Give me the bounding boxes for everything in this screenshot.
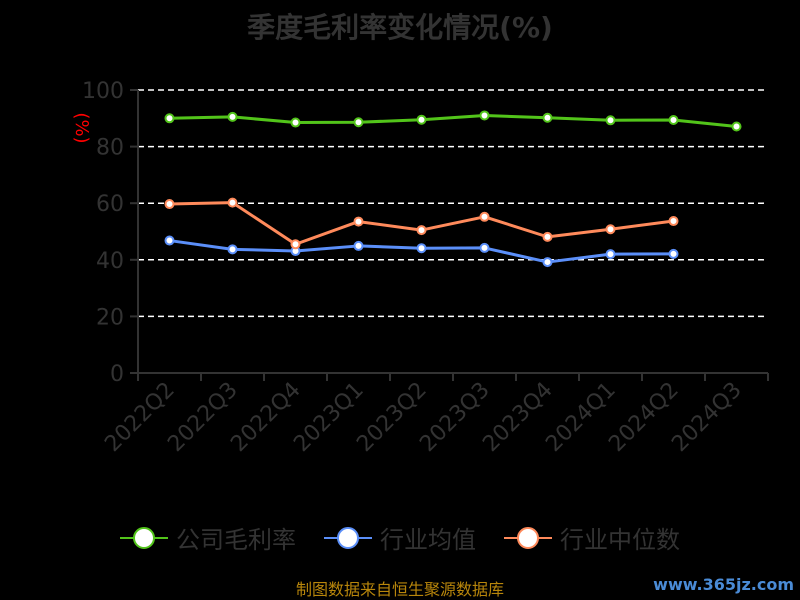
data-point: [227, 244, 238, 255]
y-tick-label: 80: [96, 136, 124, 161]
legend-item-industry-avg[interactable]: 行业均值: [324, 520, 476, 555]
data-point: [353, 240, 364, 251]
data-point: [668, 248, 679, 259]
legend-label: 公司毛利率: [176, 526, 296, 554]
data-point: [164, 235, 175, 246]
data-point: [353, 117, 364, 128]
data-point: [542, 112, 553, 123]
y-tick-labels: 0 20 40 60 80 100: [82, 79, 124, 387]
data-point: [542, 231, 553, 242]
data-point: [542, 257, 553, 268]
data-point: [479, 242, 490, 253]
series-0: [164, 110, 742, 132]
data-point: [416, 225, 427, 236]
y-tick-label: 60: [96, 192, 124, 217]
data-point: [668, 216, 679, 227]
data-point: [605, 115, 616, 126]
data-point: [290, 117, 301, 128]
series-group: [164, 110, 742, 268]
legend-marker: [120, 526, 168, 549]
series-line: [169, 113, 737, 128]
data-point: [668, 114, 679, 125]
series-line: [169, 201, 674, 246]
data-point: [605, 224, 616, 235]
legend-item-company[interactable]: 公司毛利率: [120, 520, 296, 555]
y-tick-label: 40: [96, 249, 124, 274]
data-point: [416, 243, 427, 254]
axes: [137, 90, 769, 381]
data-point: [164, 199, 175, 210]
legend-label: 行业中位数: [560, 526, 680, 554]
legend-label: 行业均值: [380, 526, 476, 554]
y-tick-label: 0: [110, 362, 124, 387]
data-point: [605, 249, 616, 260]
y-axis-label: (%): [71, 112, 92, 143]
series-2: [164, 197, 679, 250]
legend-marker: [324, 526, 372, 549]
data-point: [164, 113, 175, 124]
legend-item-industry-median[interactable]: 行业中位数: [504, 520, 680, 555]
x-tick-label: 2024Q3: [667, 378, 746, 457]
gridlines: [130, 89, 768, 374]
data-point: [479, 211, 490, 222]
series-1: [164, 235, 679, 268]
data-point: [227, 111, 238, 122]
x-tick-labels: 2022Q22022Q32022Q42023Q12023Q22023Q32023…: [100, 378, 746, 457]
legend: 公司毛利率 行业均值 行业中位数: [120, 520, 680, 555]
source-note: 制图数据来自恒生聚源数据库: [295, 580, 504, 599]
data-point: [416, 114, 427, 125]
legend-marker: [504, 526, 552, 549]
data-point: [731, 121, 742, 132]
data-point: [227, 197, 238, 208]
watermark: www.365jz.com: [653, 575, 794, 594]
y-tick-label: 100: [82, 79, 124, 104]
data-point: [479, 110, 490, 121]
chart-title: 季度毛利率变化情况(%): [247, 11, 553, 44]
y-tick-label: 20: [96, 305, 124, 330]
data-point: [290, 239, 301, 250]
data-point: [353, 216, 364, 227]
